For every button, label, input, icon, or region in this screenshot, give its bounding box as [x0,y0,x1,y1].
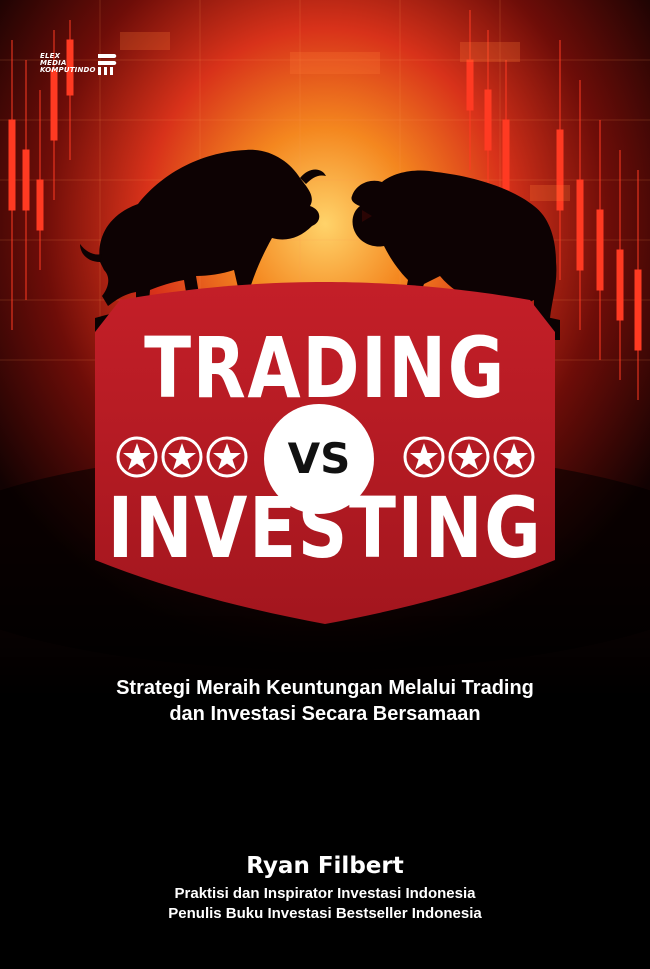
title-trading: TRADING [144,319,506,417]
author-role-line2: Penulis Buku Investasi Bestseller Indone… [168,905,482,922]
subtitle-line1: Strategi Meraih Keuntungan Melalui Tradi… [116,677,534,699]
author-name: Ryan Filbert [246,853,404,879]
subtitle-line2: dan Investasi Secara Bersamaan [169,703,481,725]
star-icon [161,436,203,478]
vs-badge [264,404,374,514]
star-icon [493,436,535,478]
stars-left [116,436,248,478]
publisher-logo-icon [98,54,117,75]
star-icon [116,436,158,478]
bear-silhouette-icon [351,170,557,320]
star-icon [403,436,445,478]
publisher-name-line2: MEDIA [40,59,67,67]
star-icon [448,436,490,478]
stars-right [403,436,535,478]
author-role-line1: Praktisi dan Inspirator Investasi Indone… [174,885,476,902]
publisher-name-line1: ELEX [40,52,61,60]
publisher-logo: ELEX MEDIA KOMPUTINDO [40,50,122,80]
star-icon [206,436,248,478]
vs-label: VS [287,434,351,483]
bull-silhouette-icon [80,149,326,316]
title-investing: INVESTING [107,479,543,577]
publisher-name-line3: KOMPUTINDO [40,66,96,74]
